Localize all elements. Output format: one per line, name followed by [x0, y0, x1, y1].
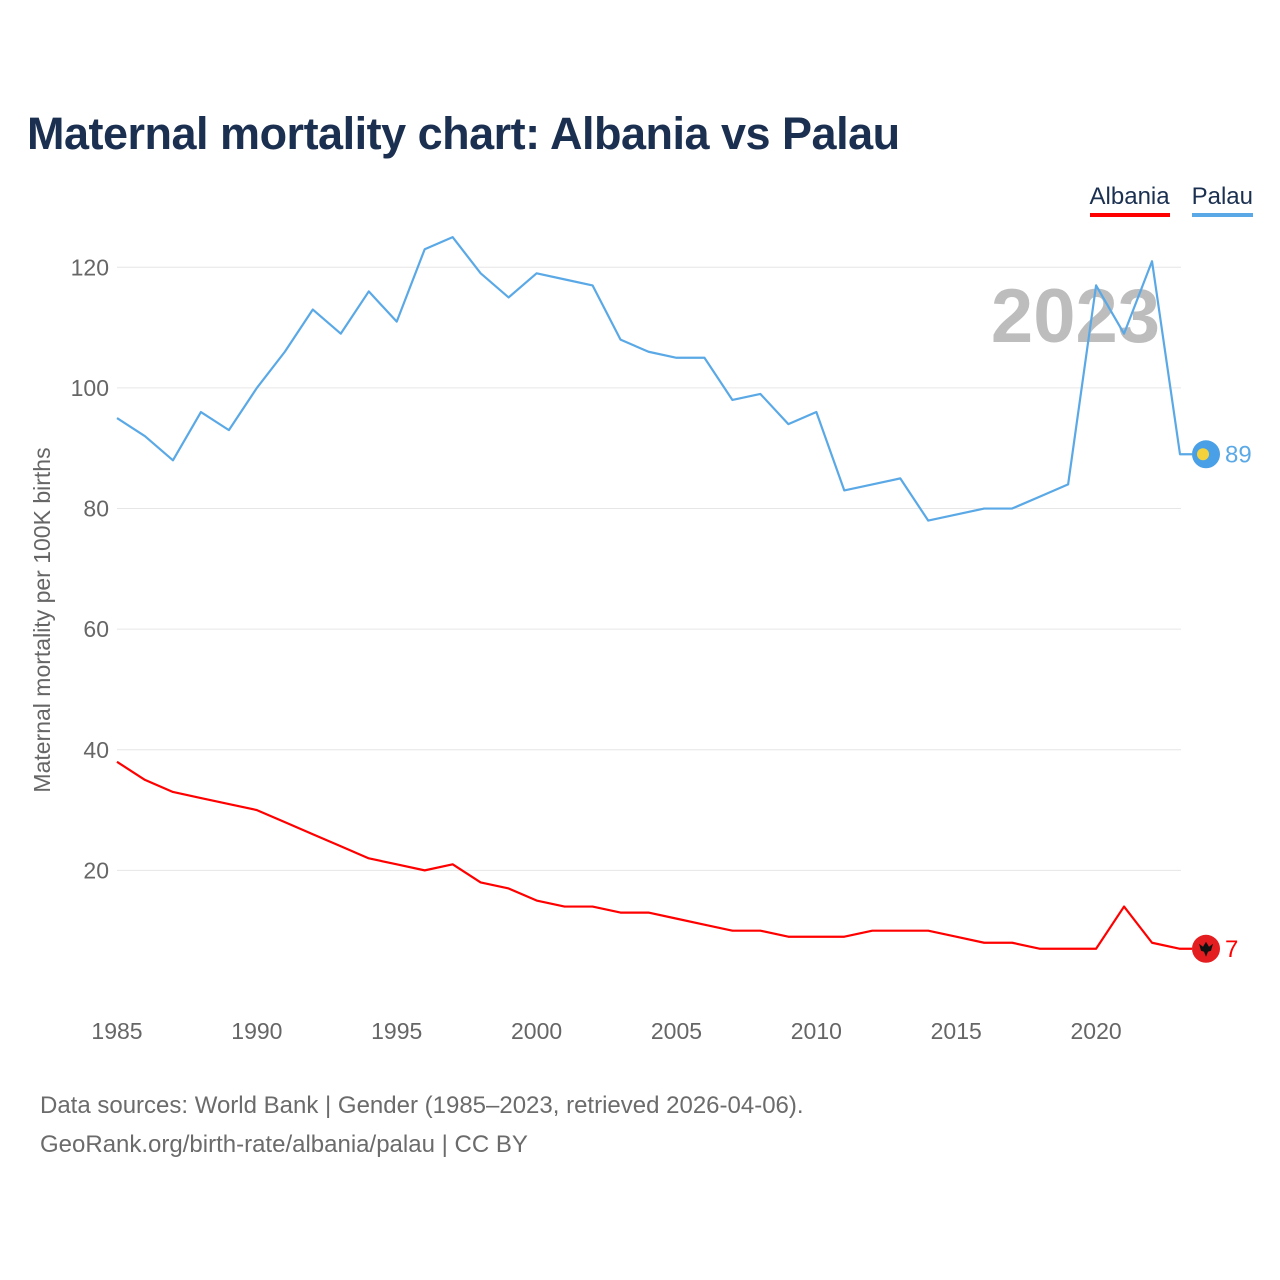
y-axis-label: Maternal mortality per 100K births — [29, 447, 55, 792]
x-tick-label: 1985 — [91, 1018, 142, 1044]
x-tick-label: 2005 — [651, 1018, 702, 1044]
x-tick-label: 2010 — [791, 1018, 842, 1044]
series-line-albania — [116, 760, 1192, 950]
x-tick-label: 1990 — [231, 1018, 282, 1044]
y-tick-label: 60 — [83, 616, 109, 642]
legend-item-albania[interactable]: Albania — [1089, 183, 1170, 217]
albania-flag-eagle — [1199, 941, 1213, 957]
end-value-label-palau: 89 — [1225, 441, 1252, 468]
attribution-link[interactable]: GeoRank.org/birth-rate/albania/palau | C… — [40, 1131, 528, 1158]
footer: Data sources: World Bank | Gender (1985–… — [40, 1086, 804, 1164]
legend: Albania Palau — [1089, 183, 1253, 217]
x-tick-label: 2015 — [931, 1018, 982, 1044]
y-tick-label: 20 — [83, 857, 109, 883]
y-tick-label: 120 — [71, 254, 109, 280]
end-value-label-albania: 7 — [1225, 936, 1238, 963]
y-tick-label: 40 — [83, 737, 109, 763]
palau-flag-moon — [1197, 448, 1209, 461]
series-line-palau — [116, 236, 1192, 522]
legend-item-palau[interactable]: Palau — [1191, 183, 1253, 217]
year-watermark: 2023 — [991, 274, 1160, 359]
x-tick-label: 1995 — [371, 1018, 422, 1044]
x-tick-label: 2000 — [511, 1018, 562, 1044]
y-tick-label: 80 — [83, 496, 109, 522]
x-tick-label: 2020 — [1070, 1018, 1121, 1044]
data-source-text: Data sources: World Bank | Gender (1985–… — [40, 1092, 804, 1119]
chart-title: Maternal mortality chart: Albania vs Pal… — [27, 108, 900, 159]
line-chart: 20 40 60 80 100 120 1985 1990 1995 2000 2005 2010 20… — [29, 236, 1252, 1044]
y-tick-label: 100 — [71, 375, 109, 401]
